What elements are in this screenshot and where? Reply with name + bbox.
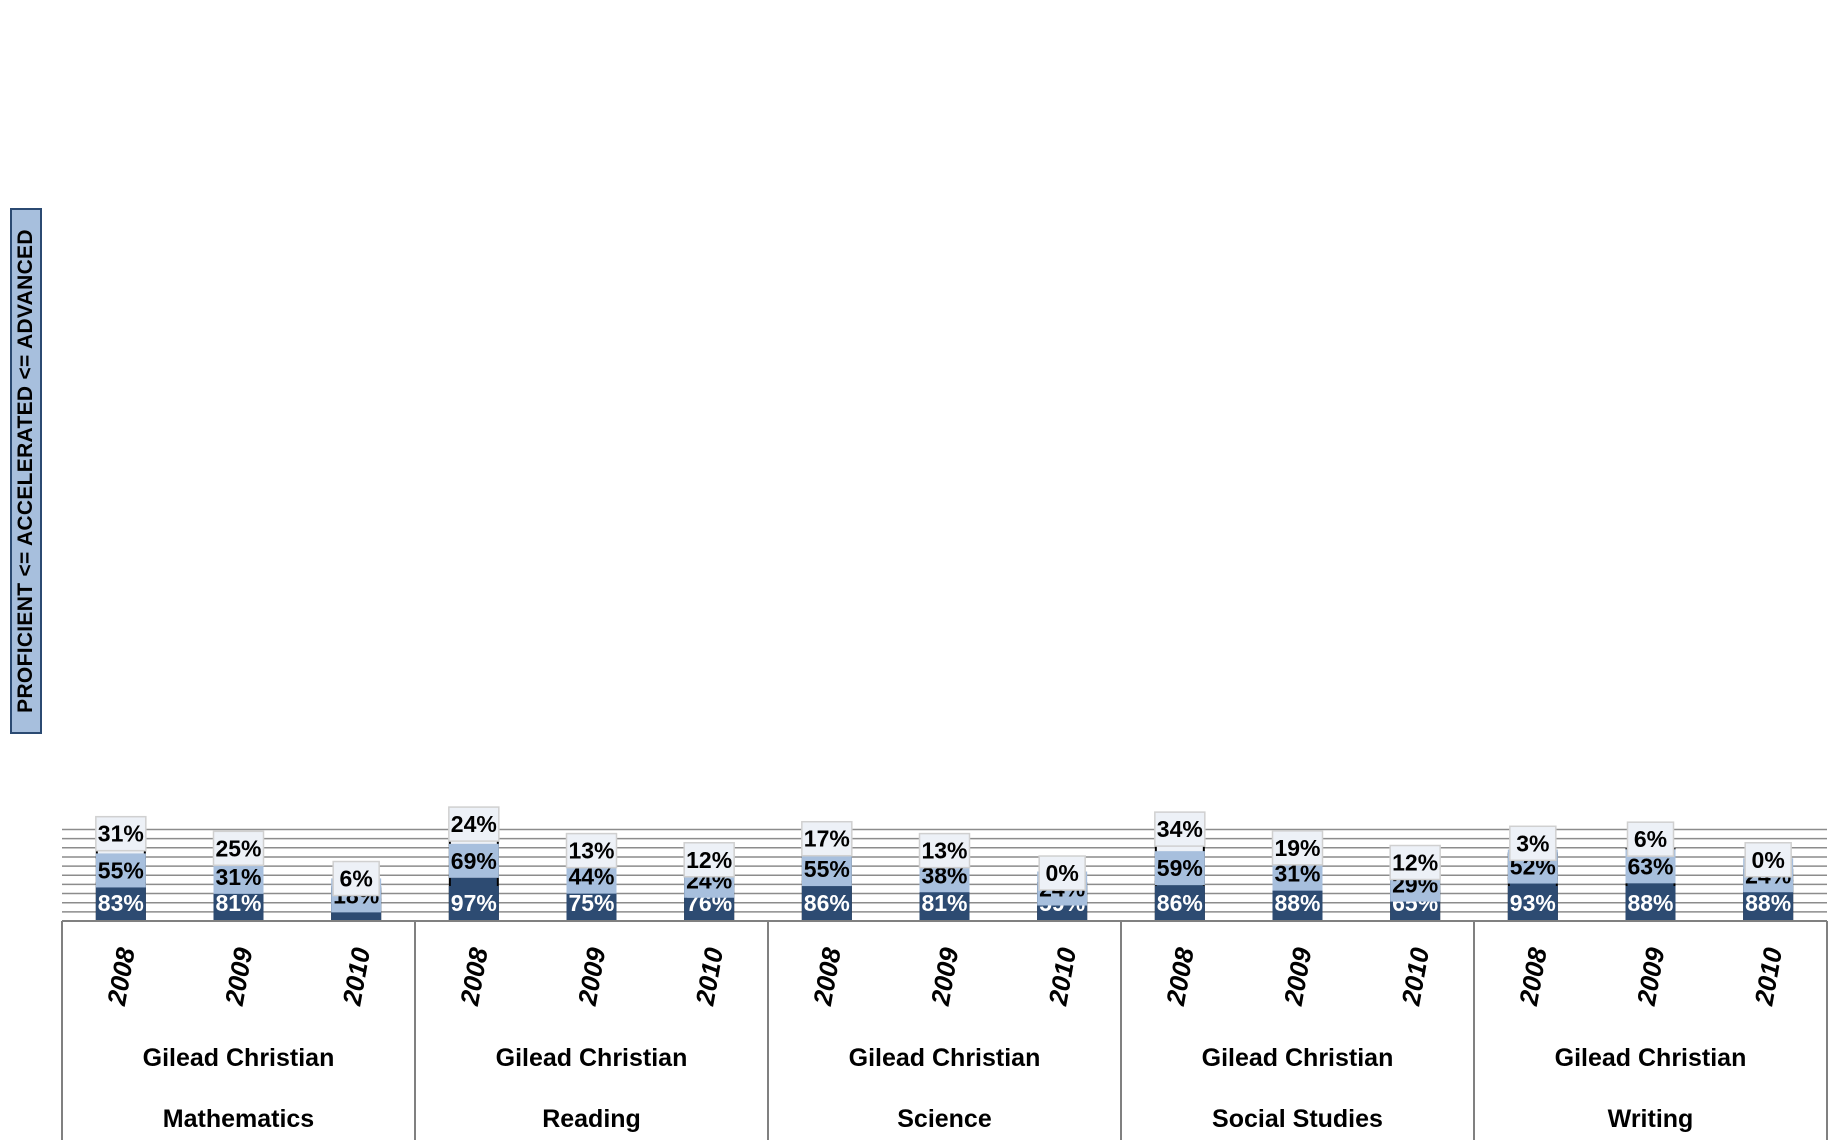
data-label-bg — [95, 853, 146, 888]
group-school-label: Gilead Christian — [496, 1044, 688, 1072]
data-label-bg — [1272, 886, 1323, 920]
data-label: 93% — [1510, 890, 1556, 916]
data-label-bg — [1625, 886, 1676, 920]
data-label-bg — [448, 843, 499, 878]
data-label: 34% — [1157, 816, 1203, 842]
year-tick-label: 2009 — [925, 945, 965, 1009]
data-label: 12% — [1392, 850, 1438, 876]
year-tick-label: 2010 — [1748, 945, 1788, 1009]
data-label-bg — [212, 830, 265, 867]
data-label-bg — [1038, 855, 1086, 891]
year-tick-label: 2010 — [689, 945, 729, 1009]
category-axis: 2008 2009 2010 Gilead Christian Mathematics 2… — [61, 920, 1828, 1140]
data-label: 83% — [98, 890, 144, 916]
data-label: 24% — [451, 811, 497, 837]
data-label: 12% — [686, 847, 732, 873]
data-label: 31% — [98, 821, 144, 847]
data-label-bg — [1626, 821, 1675, 857]
data-label-bg — [1271, 830, 1324, 866]
year-tick-label: 2008 — [454, 945, 494, 1009]
group-school-label: Gilead Christian — [849, 1044, 1041, 1072]
data-label: 88% — [1627, 890, 1673, 916]
data-label-bg — [95, 815, 147, 852]
year-tick-label: 2010 — [1395, 945, 1435, 1009]
data-label-bg — [801, 886, 852, 920]
data-label: 13% — [921, 838, 967, 864]
data-label: 17% — [804, 826, 850, 852]
group-subject-label: Social Studies — [1212, 1105, 1383, 1133]
data-label: 0% — [1046, 860, 1079, 886]
year-tick-label: 2009 — [1631, 945, 1671, 1009]
data-label: 86% — [804, 890, 850, 916]
data-label-bg — [1389, 844, 1441, 881]
data-label-bg — [448, 886, 499, 920]
data-label: 88% — [1745, 890, 1791, 916]
group-subject-label: Science — [897, 1105, 992, 1133]
data-label: 0% — [1752, 847, 1785, 873]
group-subject-label: Writing — [1608, 1105, 1694, 1133]
data-label-bg — [1507, 886, 1558, 920]
group-school-label: Gilead Christian — [1202, 1044, 1394, 1072]
data-label-bg — [801, 820, 853, 857]
data-label-bg — [1744, 842, 1792, 878]
data-label-bg — [95, 886, 146, 920]
data-label: 31% — [215, 864, 261, 890]
data-label: 75% — [568, 890, 614, 916]
data-label-bg — [918, 832, 971, 869]
data-label: 81% — [921, 890, 967, 916]
year-tick-label: 2008 — [1513, 945, 1553, 1009]
data-labels: 83%55%31%81%31%25%47%18%6%97%69%24%75%44… — [95, 806, 1794, 920]
data-label: 88% — [1274, 890, 1320, 916]
data-label-bg — [1154, 811, 1206, 847]
data-label: 3% — [1516, 830, 1549, 856]
year-tick-label: 2010 — [336, 945, 376, 1009]
year-tick-label: 2008 — [101, 945, 141, 1009]
year-tick-label: 2009 — [1278, 945, 1318, 1009]
group-subject-label: Mathematics — [163, 1105, 314, 1133]
data-label: 6% — [1634, 826, 1667, 852]
data-label: 81% — [215, 890, 261, 916]
year-tick-label: 2008 — [807, 945, 847, 1009]
data-label: 69% — [451, 848, 497, 874]
year-tick-label: 2010 — [1042, 945, 1082, 1009]
data-label: 59% — [1157, 855, 1203, 881]
group-subject-label: Reading — [542, 1105, 641, 1133]
data-label-bg — [801, 852, 852, 887]
data-label: 55% — [804, 856, 850, 882]
year-tick-label: 2009 — [219, 945, 259, 1009]
data-label-bg — [332, 860, 380, 897]
y-axis-label: PROFICIENT <= ACCELERATED <= ADVANCED — [14, 229, 37, 713]
data-label-bg — [683, 842, 735, 878]
data-label: 55% — [98, 857, 144, 883]
data-label-bg — [565, 832, 618, 869]
data-label-bg — [1509, 825, 1557, 862]
year-tick-label: 2009 — [572, 945, 612, 1009]
data-label: 63% — [1627, 853, 1673, 879]
data-label: 13% — [568, 838, 614, 864]
data-label: 6% — [340, 866, 373, 892]
data-label: 86% — [1157, 890, 1203, 916]
group-school-label: Gilead Christian — [1555, 1044, 1747, 1072]
data-label-bg — [1154, 886, 1205, 920]
group-school-label: Gilead Christian — [143, 1044, 335, 1072]
y-axis-label-box — [10, 208, 42, 734]
data-label: 25% — [215, 835, 261, 861]
data-label-bg — [448, 806, 500, 842]
data-label-bg — [1154, 851, 1205, 886]
data-label: 97% — [451, 890, 497, 916]
year-tick-label: 2008 — [1160, 945, 1200, 1009]
data-label: 19% — [1274, 835, 1320, 861]
